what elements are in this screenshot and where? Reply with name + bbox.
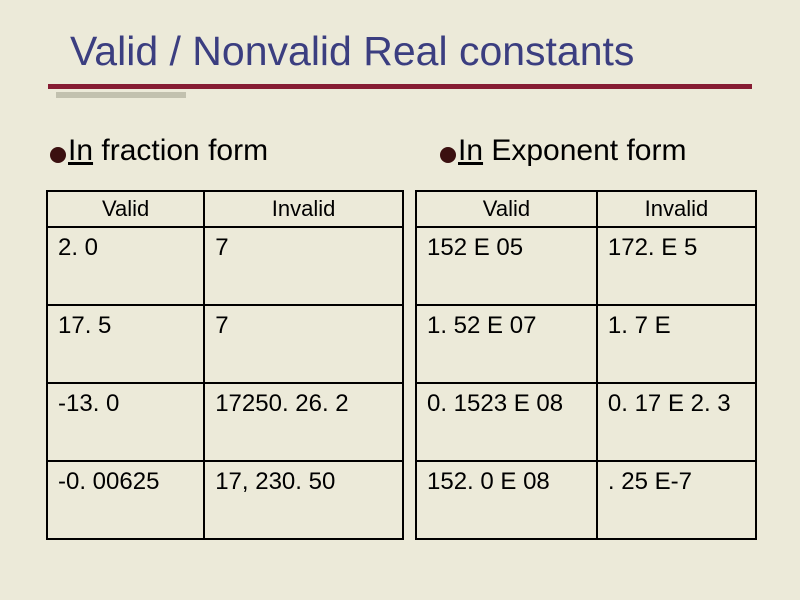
table-cell: 1. 7 E: [597, 305, 756, 383]
table-cell: -13. 0: [47, 383, 204, 461]
exponent-form-table: Valid Invalid 152 E 05 172. E 5 1. 52 E …: [415, 190, 757, 540]
heading-exponent-form: In Exponent form: [440, 134, 686, 168]
table-cell: 7: [204, 227, 403, 305]
title-underline: [48, 84, 752, 89]
table-cell: 7: [204, 305, 403, 383]
heading-right-rest: Exponent form: [483, 134, 686, 167]
table-cell: 0. 1523 E 08: [416, 383, 597, 461]
column-header: Valid: [47, 191, 204, 227]
column-header: Invalid: [204, 191, 403, 227]
table-cell: -0. 00625: [47, 461, 204, 539]
table-cell: 0. 17 E 2. 3: [597, 383, 756, 461]
table-row: 0. 1523 E 08 0. 17 E 2. 3: [416, 383, 756, 461]
heading-fraction-form: In fraction form: [50, 134, 268, 168]
heading-left-underline: In: [68, 134, 93, 167]
table-cell: 152 E 05: [416, 227, 597, 305]
heading-right-underline: In: [458, 134, 483, 167]
bullet-icon: [50, 147, 66, 163]
table-cell: 17, 230. 50: [204, 461, 403, 539]
heading-right-text: In Exponent form: [458, 134, 686, 168]
table-cell: 17250. 26. 2: [204, 383, 403, 461]
table-header-row: Valid Invalid: [47, 191, 403, 227]
title-shadow: [56, 92, 186, 98]
heading-left-rest: fraction form: [93, 134, 268, 167]
slide-title: Valid / Nonvalid Real constants: [70, 28, 634, 75]
table-cell: . 25 E-7: [597, 461, 756, 539]
table-row: -13. 0 17250. 26. 2: [47, 383, 403, 461]
fraction-form-table: Valid Invalid 2. 0 7 17. 5 7 -13. 0 1725…: [46, 190, 404, 540]
heading-left-text: In fraction form: [68, 134, 268, 168]
column-header: Valid: [416, 191, 597, 227]
table-cell: 2. 0: [47, 227, 204, 305]
table-row: 1. 52 E 07 1. 7 E: [416, 305, 756, 383]
table-row: 17. 5 7: [47, 305, 403, 383]
table-cell: 1. 52 E 07: [416, 305, 597, 383]
table-row: 152 E 05 172. E 5: [416, 227, 756, 305]
table-cell: 17. 5: [47, 305, 204, 383]
table-row: 2. 0 7: [47, 227, 403, 305]
table-header-row: Valid Invalid: [416, 191, 756, 227]
column-header: Invalid: [597, 191, 756, 227]
table-cell: 152. 0 E 08: [416, 461, 597, 539]
table-cell: 172. E 5: [597, 227, 756, 305]
bullet-icon: [440, 147, 456, 163]
table-row: 152. 0 E 08 . 25 E-7: [416, 461, 756, 539]
table-row: -0. 00625 17, 230. 50: [47, 461, 403, 539]
